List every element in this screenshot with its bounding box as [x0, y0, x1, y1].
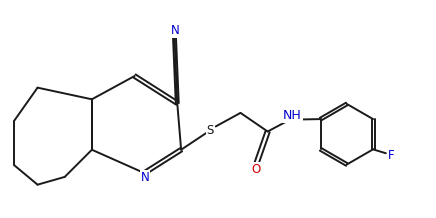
- Text: O: O: [252, 163, 261, 176]
- Text: F: F: [388, 149, 395, 162]
- Text: NH: NH: [283, 109, 302, 122]
- Text: N: N: [171, 24, 180, 37]
- Text: N: N: [141, 171, 150, 184]
- Text: S: S: [207, 124, 214, 137]
